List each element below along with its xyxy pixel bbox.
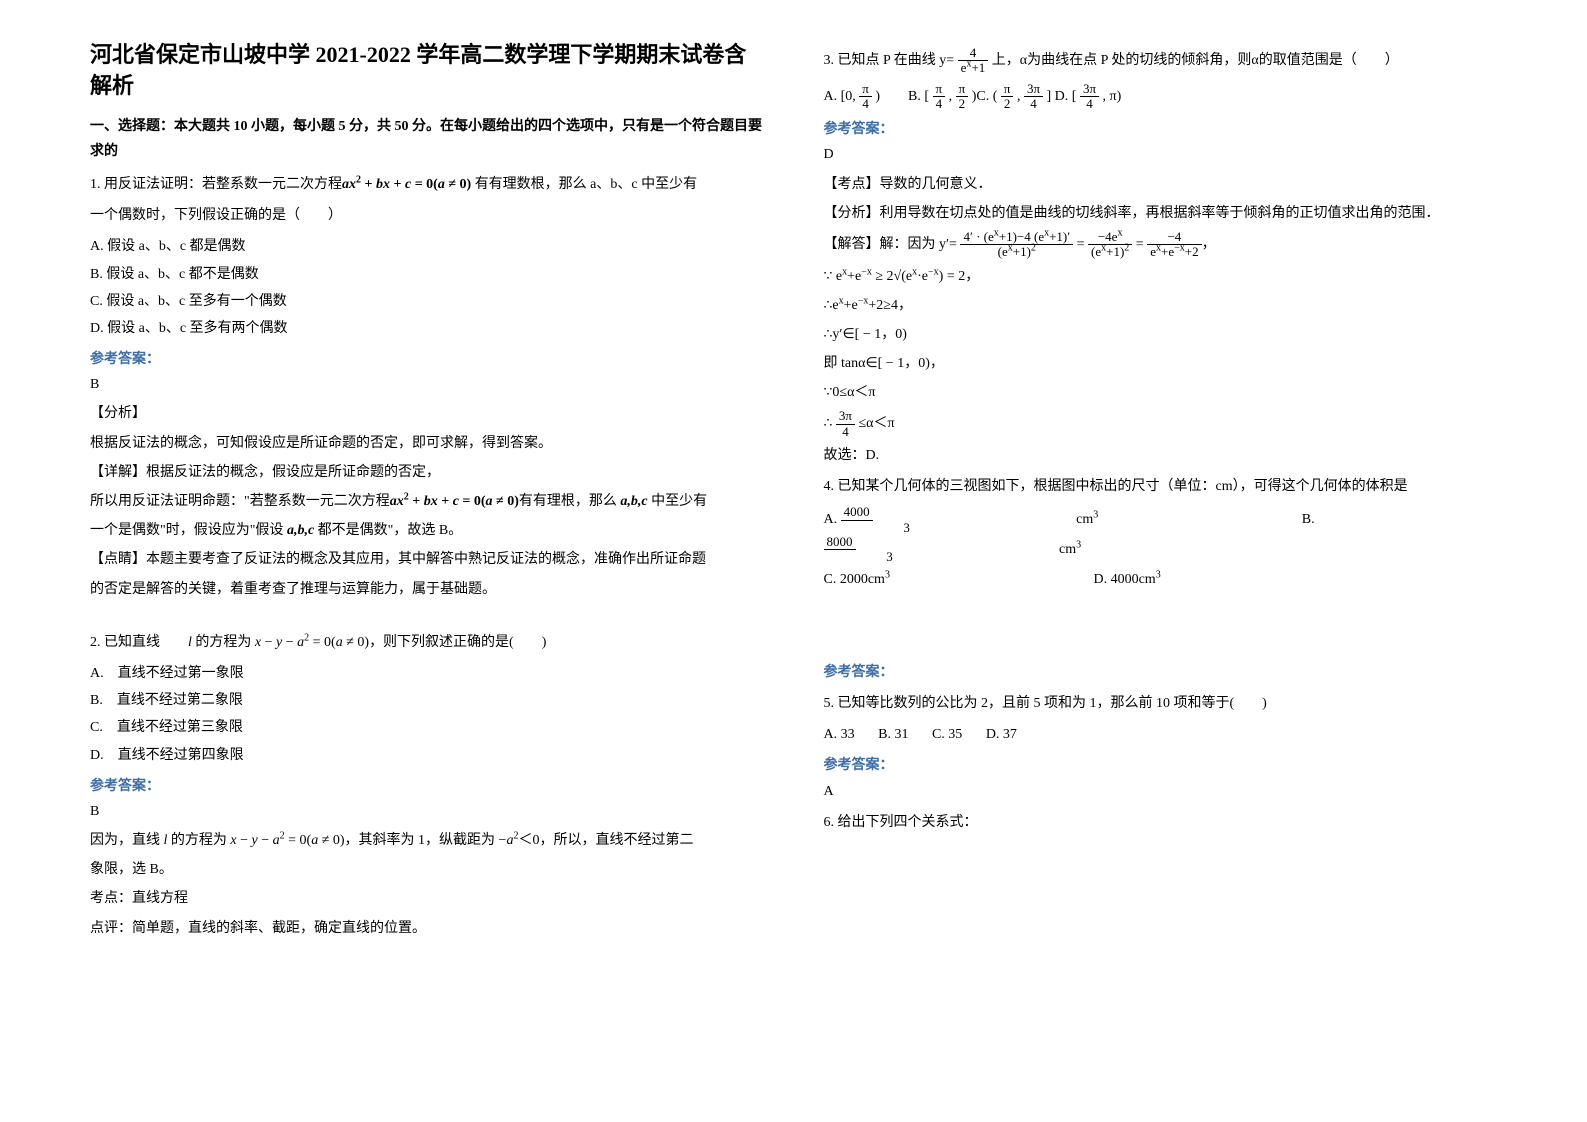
q2-stem-mid: l 的方程为 x − y − a2 = 0(a ≠ 0) [160,635,369,650]
right-column: 3. 已知点 P 在曲线 y= 4ex+1 上，α为曲线在点 P 处的切线的倾斜… [824,40,1498,945]
q3-fenxi: 【分析】利用导数在切点处的值是曲线的切线斜率，再根据斜率等于倾斜角的正切值求出角… [824,201,1498,226]
q4-opt-a: A. 40003 cm3 [824,512,1199,527]
q1-detail3: 一个是偶数"时，假设应为"假设 a,b,c 都不是偶数"，故选 B。 [90,518,764,543]
q5-opts: A. 33 B. 31 C. 35 D. 37 [824,722,1498,747]
q3-line-alpha: ∵0≤α＜π [824,380,1498,405]
doc-title: 河北省保定市山坡中学 2021-2022 学年高二数学理下学期期末试卷含解析 [90,40,764,102]
q3-frac-num: 4 [958,46,989,61]
q3-frac2: −4ex(ex+1)2 [1088,230,1132,260]
q1-detail2-pre: 所以用反证法证明命题："若整系数一元二次方程 [90,494,390,509]
q1-formula: ax2 + bx + c = 0(a ≠ 0) [342,177,471,192]
q5-stem: 5. 已知等比数列的公比为 2，且前 5 项和为 1，那么前 10 项和等于( … [824,691,1498,716]
q1-stem: 1. 用反证法证明：若整系数一元二次方程ax2 + bx + c = 0(a ≠… [90,172,764,197]
q4-ans-label: 参考答案： [824,660,1498,685]
q1-stem-2: 一个偶数时，下列假设正确的是（ ） [90,203,764,228]
q4-opt-d: D. 4000cm3 [1093,572,1260,587]
q1-dianjing: 【点睛】本题主要考查了反证法的概念及其应用，其中解答中熟记反证法的概念，准确作出… [90,547,764,572]
q1-ans-label: 参考答案： [90,347,764,372]
q3-frac3: −4ex+e−x+2 [1147,230,1201,260]
q2-expl-html: l 的方程为 x − y − a2 = 0(a ≠ 0)，其斜率为 1，纵截距为… [164,833,694,848]
q1-dianjing2: 的否定是解答的关键，着重考查了推理与运算能力，属于基础题。 [90,577,764,602]
q3-stem-pre: 3. 已知点 P 在曲线 y= [824,53,958,68]
q3-frac2-den: (ex+1)2 [1088,245,1132,259]
q2-stem-post: ，则下列叙述正确的是( ) [369,635,546,650]
q4-opts: A. 40003 cm3 B. 80003 cm3 C. 2000cm3 D. … [824,505,1498,591]
q1-detail2-formula: ax2 + bx + c = 0(a ≠ 0) [390,494,519,509]
q3-line-tan: 即 tanα∈[ − 1，0)， [824,351,1498,376]
q5-opt-d: D. 37 [986,727,1017,742]
q5-ans-label: 参考答案： [824,753,1498,778]
q1-ans: B [90,372,764,397]
q2-dianping: 点评：简单题，直线的斜率、截距，确定直线的位置。 [90,916,764,941]
q4-stem: 4. 已知某个几何体的三视图如下，根据图中标出的尺寸（单位：cm），可得这个几何… [824,474,1498,499]
q1-detail3-post: 都不是偶数"，故选 B。 [314,523,462,538]
q3-stem: 3. 已知点 P 在曲线 y= 4ex+1 上，α为曲线在点 P 处的切线的倾斜… [824,46,1498,76]
q3-jieda: 【解答】解：因为 y′= 4′ · (ex+1)−4 (ex+1)′(ex+1)… [824,230,1498,260]
q3-frac1-num: 4′ · (ex+1)−4 (ex+1)′ [960,230,1073,245]
q3-frac-den: ex+1 [958,61,989,75]
q2-kaodian: 考点：直线方程 [90,886,764,911]
q2-opt-b: B. 直线不经过第二象限 [90,688,764,713]
q1-detail2-post: 中至少有 [648,494,708,509]
q2-opt-d: D. 直线不经过第四象限 [90,743,764,768]
q3-line-pick: 故选：D. [824,443,1498,468]
q2-ans-label: 参考答案： [90,774,764,799]
q3-kaodian: 【考点】导数的几何意义． [824,172,1498,197]
q3-frac1: 4′ · (ex+1)−4 (ex+1)′(ex+1)2 [960,230,1073,260]
q2-expl2: 象限，选 B。 [90,857,764,882]
q2-expl-pre: 因为，直线 [90,833,164,848]
q1-opt-c: C. 假设 a、b、c 至多有一个偶数 [90,289,764,314]
q1-detail3-abc: a,b,c [287,523,314,538]
q3-line-3pi4: ∴ 3π4 ≤α＜π [824,409,1498,439]
q3-stem-post: 上，α为曲线在点 P 处的切线的倾斜角，则α的取值范围是（ ） [988,53,1398,68]
q2-ans: B [90,799,764,824]
q2-stem: 2. 已知直线 l 的方程为 x − y − a2 = 0(a ≠ 0)，则下列… [90,630,764,655]
q2-expl: 因为，直线 l 的方程为 x − y − a2 = 0(a ≠ 0)，其斜率为 … [90,828,764,853]
q3-line-sum: ∴ex+e−x+2≥4， [824,293,1498,318]
q5-ans: A [824,779,1498,804]
q2-opt-c: C. 直线不经过第三象限 [90,715,764,740]
q1-detail3-pre: 一个是偶数"时，假设应为"假设 [90,523,287,538]
q3-line-yprime: ∴y′∈[ − 1，0) [824,322,1498,347]
q1-detail2: 所以用反证法证明命题："若整系数一元二次方程ax2 + bx + c = 0(a… [90,489,764,514]
q1-fenxi-label: 【分析】 [90,401,764,426]
q2-stem-pre: 2. 已知直线 [90,635,160,650]
q1-opt-a: A. 假设 a、b、c 都是偶数 [90,234,764,259]
q1-fenxi: 根据反证法的概念，可知假设应是所证命题的否定，即可求解，得到答案。 [90,431,764,456]
q3-frac: 4ex+1 [958,46,989,76]
q5-opt-c: C. 35 [932,727,962,742]
q6-stem: 6. 给出下列四个关系式： [824,810,1498,835]
q3-line-ex: ∵ ex+e−x ≥ 2√(ex·e−x) = 2， [824,264,1498,289]
q1-detail: 【详解】根据反证法的概念，假设应是所证命题的否定， [90,460,764,485]
q3-ans: D [824,142,1498,167]
q3-opts: A. [0, π4 ) B. [ π4 , π2 )C. ( π2 , 3π4 … [824,82,1498,112]
q4-opt-c: C. 2000cm3 [824,572,990,587]
q3-frac1-den: (ex+1)2 [960,245,1073,259]
q3-ans-label: 参考答案： [824,117,1498,142]
q1-detail2-abc: a,b,c [620,494,647,509]
section1-head: 一、选择题：本大题共 10 小题，每小题 5 分，共 50 分。在每小题给出的四… [90,114,764,164]
left-column: 河北省保定市山坡中学 2021-2022 学年高二数学理下学期期末试卷含解析 一… [90,40,764,945]
q2-opt-a: A. 直线不经过第一象限 [90,661,764,686]
q1-stem-pre: 1. 用反证法证明：若整系数一元二次方程 [90,177,342,192]
q1-opt-b: B. 假设 a、b、c 都不是偶数 [90,262,764,287]
q1-opt-d: D. 假设 a、b、c 至多有两个偶数 [90,316,764,341]
q5-opt-b: B. 31 [878,727,908,742]
q3-jieda-pre: 【解答】解：因为 y′= [824,237,961,252]
q1-detail2-mid: 有有理根，那么 [519,494,621,509]
q3-frac3-den: ex+e−x+2 [1147,245,1201,259]
q1-stem-post: 有有理数根，那么 a、b、c 中至少有 [471,177,697,192]
q5-opt-a: A. 33 [824,727,855,742]
